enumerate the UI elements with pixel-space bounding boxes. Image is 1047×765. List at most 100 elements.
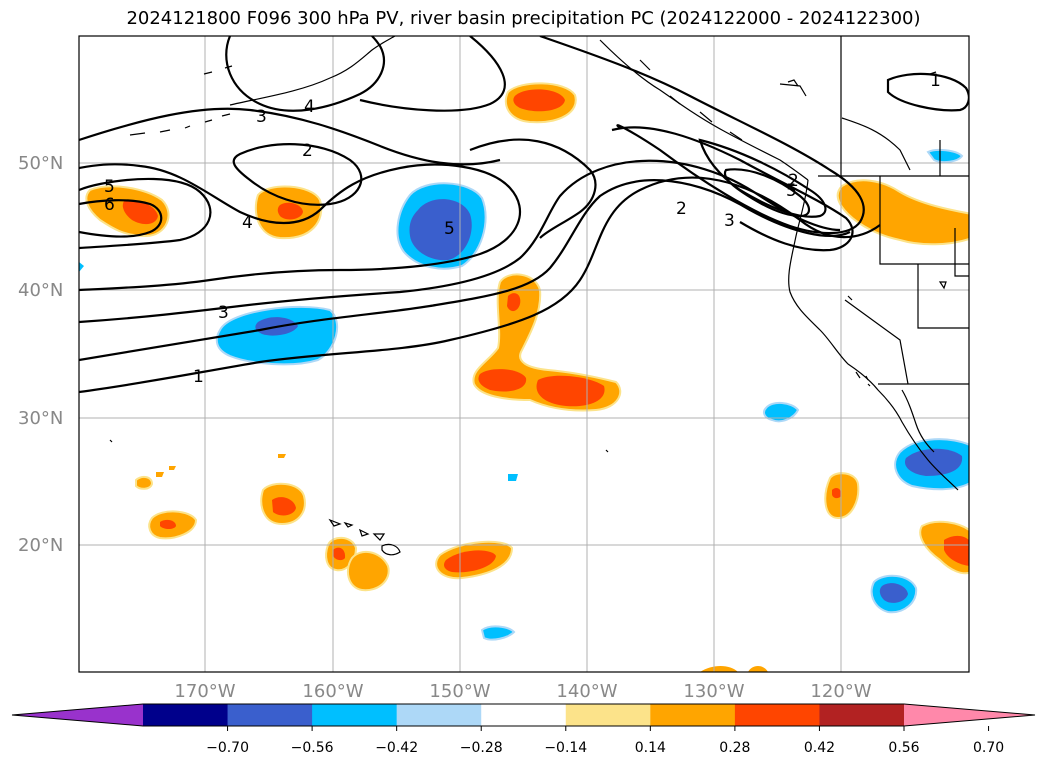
lon-label: 120°W <box>810 681 871 702</box>
precip-blob <box>272 497 296 516</box>
precip-blob <box>824 472 860 520</box>
map-title: 2024121800 F096 300 hPa PV, river basin … <box>126 8 921 29</box>
negative-precip-areas <box>79 148 969 641</box>
precip-blob <box>277 202 303 220</box>
colorbar-segment <box>565 704 651 726</box>
pv-label: 6 <box>104 195 115 215</box>
precip-blob <box>879 583 908 603</box>
pv-label: 1 <box>193 367 204 387</box>
pv-contour-12 <box>539 36 865 235</box>
precip-blob <box>513 89 565 112</box>
precip-blob <box>278 454 286 458</box>
precip-blob <box>748 666 768 672</box>
precip-blob <box>944 535 969 566</box>
precip-blob <box>836 179 969 246</box>
precip-blob <box>135 475 154 490</box>
colorbar <box>11 703 1036 731</box>
lon-label: 150°W <box>429 681 490 702</box>
precip-blob <box>122 199 158 225</box>
precip-blob <box>536 375 605 407</box>
pv-label: 2 <box>302 141 313 161</box>
pv-contour-3 <box>79 159 841 324</box>
colorbar-segment <box>396 704 482 726</box>
precip-blob <box>926 148 964 164</box>
colorbar-segment <box>227 704 313 726</box>
lon-label: 170°W <box>174 681 235 702</box>
map-frame <box>78 35 970 673</box>
lat-label: 50°N <box>18 153 63 174</box>
pv-contour-2 <box>79 179 851 362</box>
colorbar-tick-label: 0.42 <box>804 740 835 756</box>
colorbar-segment <box>650 704 736 726</box>
precip-blob <box>156 472 164 477</box>
pv-contour-1 <box>79 176 881 394</box>
pv-label: 3 <box>724 211 735 231</box>
lat-label: 20°N <box>18 535 63 556</box>
precip-blob <box>409 199 472 261</box>
positive-precip-areas <box>85 82 969 672</box>
pv-label: 3 <box>256 107 267 127</box>
colorbar-segment <box>143 704 229 726</box>
pv-label: 2 <box>788 171 799 191</box>
precip-blob <box>480 625 516 641</box>
gridlines <box>79 36 969 672</box>
lon-label: 160°W <box>302 681 363 702</box>
pv-contour-8 <box>232 143 363 206</box>
pv-label: 5 <box>104 177 115 197</box>
precip-blob <box>700 666 738 672</box>
pv-label: 5 <box>444 219 455 239</box>
colorbar-outline <box>11 703 1036 727</box>
colorbar-segment <box>312 704 398 726</box>
lon-label: 140°W <box>556 681 617 702</box>
colorbar-segment <box>734 704 820 726</box>
precip-blob <box>508 474 518 481</box>
precip-blob <box>478 369 527 392</box>
lat-label: 30°N <box>18 408 63 429</box>
pv-label: 2 <box>676 199 687 219</box>
latitude-labels: 50°N 40°N 30°N 20°N <box>18 153 63 556</box>
precip-shading <box>79 82 969 672</box>
precip-blob <box>169 466 176 470</box>
colorbar-tick-label: 0.56 <box>888 740 919 756</box>
precip-blob <box>832 488 842 499</box>
pv-contour-labels: 1 2 3 4 5 6 5 4 3 2 3 5 2 1 <box>104 71 941 387</box>
pv-contour-4 <box>79 163 522 292</box>
colorbar-tick-label: −0.14 <box>544 740 587 756</box>
pv-label: 4 <box>304 97 315 117</box>
pv-contours <box>79 36 969 394</box>
colorbar-tick-label: 0.28 <box>719 740 750 756</box>
colorbar-tick-label: −0.56 <box>291 740 334 756</box>
colorbar-tick-label: 0.14 <box>635 740 666 756</box>
pv-label: 3 <box>218 303 229 323</box>
precip-blob <box>346 550 390 592</box>
lat-label: 40°N <box>18 280 63 301</box>
pv-contour-7 <box>469 138 597 239</box>
longitude-labels: 170°W 160°W 150°W 140°W 130°W 120°W <box>174 681 871 702</box>
precip-blob <box>507 293 521 312</box>
pv-contour-9 <box>79 107 501 166</box>
colorbar-extend-low <box>12 704 143 726</box>
colorbar-tick-label: −0.42 <box>375 740 418 756</box>
colorbar-segment <box>819 704 905 726</box>
precip-blob <box>763 402 800 423</box>
pv-label: 4 <box>242 213 253 233</box>
colorbar-tick-label: 0.70 <box>973 740 1004 756</box>
pv-contour-6 <box>79 199 163 238</box>
pv-label: 5 <box>786 181 797 201</box>
colorbar-extend-high <box>904 704 1035 726</box>
precip-blob <box>904 448 963 476</box>
pv-contour-16 <box>886 72 969 112</box>
precip-blob <box>160 519 176 529</box>
coastlines <box>109 36 969 556</box>
pv-contour-10 <box>225 36 385 112</box>
precip-blob <box>333 547 346 561</box>
colorbar-tick-label: −0.28 <box>460 740 503 756</box>
colorbar-tick-labels: −0.70 −0.56 −0.42 −0.28 −0.14 0.14 0.28 0.42 0.5… <box>206 740 1004 756</box>
pv-contour-14 <box>611 126 854 252</box>
precip-blob <box>444 550 496 573</box>
pv-contour-11 <box>359 36 506 112</box>
colorbar-tick-label: −0.70 <box>206 740 249 756</box>
lon-label: 130°W <box>683 681 744 702</box>
pv-contour-5 <box>79 177 212 250</box>
